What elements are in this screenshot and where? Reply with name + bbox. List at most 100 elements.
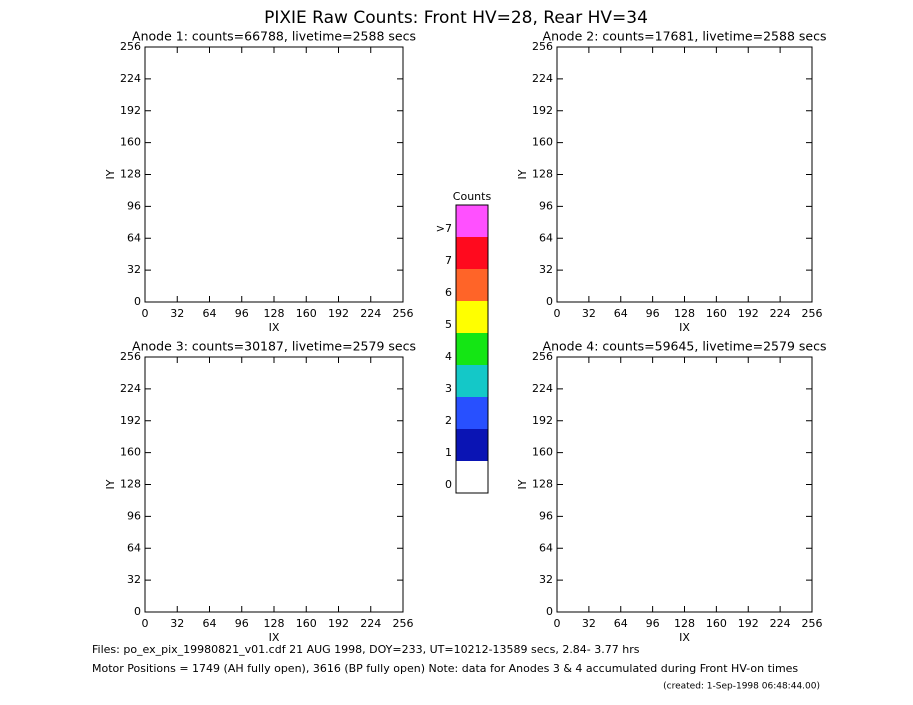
x-tick-label: 128 [674, 307, 695, 320]
y-tick-label: 96 [127, 199, 141, 212]
x-tick-label: 0 [142, 307, 149, 320]
x-tick-label: 192 [738, 307, 759, 320]
y-tick-label: 64 [539, 541, 553, 554]
y-tick-label: 64 [127, 541, 141, 554]
y-tick-label: 256 [120, 350, 141, 363]
y-axis-label: IY [104, 169, 117, 179]
footer-motor: Motor Positions = 1749 (AH fully open), … [92, 662, 798, 675]
x-tick-label: 0 [142, 617, 149, 630]
figure-title: PIXIE Raw Counts: Front HV=28, Rear HV=3… [264, 8, 648, 28]
x-tick-label: 256 [393, 617, 414, 630]
colorbar-title: Counts [453, 190, 492, 203]
x-tick-label: 224 [360, 307, 381, 320]
y-tick-label: 32 [539, 573, 553, 586]
x-tick-label: 160 [296, 617, 317, 630]
y-tick-label: 224 [120, 72, 141, 85]
y-tick-label: 32 [127, 263, 141, 276]
y-tick-label: 96 [127, 509, 141, 522]
y-axis-label: IY [516, 169, 529, 179]
x-tick-label: 224 [770, 617, 791, 630]
y-tick-label: 256 [532, 40, 553, 53]
x-tick-label: 256 [802, 617, 823, 630]
plot-frame [556, 46, 813, 303]
x-tick-label: 192 [328, 307, 349, 320]
colorbar-swatch [456, 461, 488, 493]
plot-frame [144, 356, 404, 613]
y-tick-label: 0 [546, 605, 553, 618]
x-tick-label: 160 [706, 617, 727, 630]
colorbar-label: 2 [445, 414, 452, 427]
colorbar-swatch [456, 333, 488, 365]
y-tick-label: 224 [120, 382, 141, 395]
x-tick-label: 64 [203, 307, 217, 320]
x-tick-label: 32 [170, 307, 184, 320]
x-tick-label: 160 [706, 307, 727, 320]
y-tick-label: 0 [546, 295, 553, 308]
y-tick-label: 64 [127, 231, 141, 244]
y-tick-label: 128 [532, 478, 553, 491]
x-tick-label: 32 [170, 617, 184, 630]
x-tick-label: 64 [614, 307, 628, 320]
colorbar-label: >7 [436, 222, 452, 235]
plot-frame [556, 356, 813, 613]
y-tick-label: 160 [532, 136, 553, 149]
x-tick-label: 96 [646, 617, 660, 630]
colorbar-label: 6 [445, 286, 452, 299]
x-tick-label: 32 [582, 307, 596, 320]
y-tick-label: 256 [120, 40, 141, 53]
y-tick-label: 0 [134, 295, 141, 308]
y-tick-label: 32 [127, 573, 141, 586]
colorbar-swatch [456, 237, 488, 269]
x-tick-label: 224 [360, 617, 381, 630]
colorbar-label: 7 [445, 254, 452, 267]
y-tick-label: 128 [120, 478, 141, 491]
colorbar-swatch [456, 397, 488, 429]
x-tick-label: 96 [235, 307, 249, 320]
y-tick-label: 96 [539, 199, 553, 212]
x-axis-label: IX [679, 631, 690, 644]
y-tick-label: 224 [532, 72, 553, 85]
y-axis-label: IY [516, 479, 529, 489]
y-tick-label: 0 [134, 605, 141, 618]
panel-title: Anode 4: counts=59645, livetime=2579 sec… [543, 339, 827, 354]
colorbar-label: 4 [445, 350, 452, 363]
colorbar-label: 0 [445, 478, 452, 491]
footer-created: (created: 1-Sep-1998 06:48:44.00) [663, 682, 820, 692]
y-tick-label: 64 [539, 231, 553, 244]
plot-frame [144, 46, 404, 303]
x-tick-label: 192 [738, 617, 759, 630]
y-tick-label: 192 [120, 104, 141, 117]
y-tick-label: 160 [120, 446, 141, 459]
panel-title: Anode 3: counts=30187, livetime=2579 sec… [132, 339, 416, 354]
colorbar-swatch [456, 269, 488, 301]
footer-files: Files: po_ex_pix_19980821_v01.cdf 21 AUG… [92, 643, 640, 656]
colorbar-swatch [456, 365, 488, 397]
y-tick-label: 32 [539, 263, 553, 276]
colorbar-label: 3 [445, 382, 452, 395]
x-tick-label: 96 [646, 307, 660, 320]
x-tick-label: 256 [802, 307, 823, 320]
x-axis-label: IX [269, 321, 280, 334]
x-tick-label: 128 [264, 307, 285, 320]
y-tick-label: 256 [532, 350, 553, 363]
y-tick-label: 192 [120, 414, 141, 427]
x-tick-label: 192 [328, 617, 349, 630]
colorbar-label: 5 [445, 318, 452, 331]
colorbar-swatch [456, 205, 488, 237]
colorbar-swatch [456, 301, 488, 333]
x-tick-label: 0 [554, 617, 561, 630]
y-tick-label: 128 [532, 168, 553, 181]
y-tick-label: 128 [120, 168, 141, 181]
y-tick-label: 96 [539, 509, 553, 522]
x-tick-label: 0 [554, 307, 561, 320]
y-axis-label: IY [104, 479, 117, 489]
panel-title: Anode 1: counts=66788, livetime=2588 sec… [132, 29, 416, 44]
colorbar-frame [455, 204, 489, 494]
x-tick-label: 256 [393, 307, 414, 320]
y-tick-label: 192 [532, 104, 553, 117]
x-axis-label: IX [679, 321, 690, 334]
x-axis-label: IX [269, 631, 280, 644]
colorbar-label: 1 [445, 446, 452, 459]
colorbar-swatch [456, 429, 488, 461]
